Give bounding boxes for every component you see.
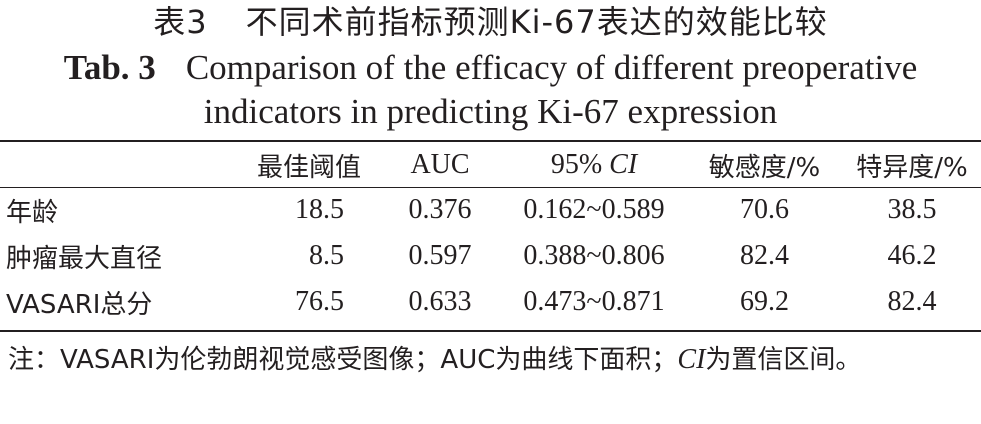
- header-sensitivity: 敏感度/%: [708, 152, 821, 183]
- cell-ci: 0.162~0.589: [523, 194, 665, 225]
- cell-sensitivity: 69.2: [740, 286, 789, 317]
- table-row: 年龄 18.5 0.376 0.162~0.589 70.6 38.5: [0, 187, 981, 233]
- header-specificity: 特异度/%: [856, 152, 968, 183]
- header-ci-italic: CI: [609, 149, 638, 180]
- cell-auc: 0.633: [408, 286, 472, 317]
- header-ci: 95% CI: [496, 143, 692, 187]
- footnote-ci-italic: CI: [677, 344, 706, 375]
- row-label: VASARI总分: [6, 289, 153, 320]
- header-ci-prefix: 95%: [550, 149, 603, 180]
- table-number-chinese: 表3: [153, 3, 208, 41]
- cell-threshold: 18.5: [295, 194, 344, 225]
- cell-auc: 0.376: [408, 194, 472, 225]
- cell-specificity: 46.2: [887, 240, 937, 271]
- header-threshold: 最佳阈值: [256, 152, 361, 183]
- table-header-row: 最佳阈值 AUC 95% CI 敏感度/% 特异度/%: [0, 143, 981, 187]
- table-row: 肿瘤最大直径 8.5 0.597 0.388~0.806 82.4 46.2: [0, 233, 981, 279]
- table-title-english: Tab. 3 Comparison of the efficacy of diff…: [0, 46, 981, 134]
- table-bottom-rule: [0, 330, 981, 332]
- cell-sensitivity: 82.4: [740, 240, 789, 271]
- table-title-chinese: 表3 不同术前指标预测Ki-67表达的效能比较: [0, 2, 981, 42]
- header-label: [0, 143, 234, 187]
- table-title-chinese-text: 不同术前指标预测Ki-67表达的效能比较: [245, 3, 828, 41]
- cell-ci: 0.388~0.806: [523, 240, 665, 271]
- table-title-english-line1: Tab. 3 Comparison of the efficacy of diff…: [0, 46, 981, 90]
- header-auc: AUC: [410, 149, 470, 180]
- table-top-rule: [0, 140, 981, 142]
- cell-threshold: 76.5: [295, 286, 344, 317]
- footnote-part2: 为置信区间。: [705, 345, 862, 375]
- table-title-english-text1: Comparison of the efficacy of different …: [185, 48, 918, 87]
- table-number-english: Tab. 3: [63, 48, 156, 87]
- cell-auc: 0.597: [408, 240, 472, 271]
- table-header-rule: [0, 187, 981, 188]
- cell-specificity: 82.4: [887, 286, 937, 317]
- cell-ci: 0.473~0.871: [523, 286, 665, 317]
- cell-threshold: 8.5: [309, 240, 344, 271]
- table-row: VASARI总分 76.5 0.633 0.473~0.871 69.2 82.…: [0, 279, 981, 325]
- footnote-part1: 注：VASARI为伦勃朗视觉感受图像；AUC为曲线下面积；: [8, 345, 678, 375]
- row-label: 肿瘤最大直径: [6, 243, 163, 274]
- table-title-english-line2: indicators in predicting Ki-67 expressio…: [203, 92, 778, 131]
- cell-specificity: 38.5: [887, 194, 937, 225]
- table-footnote: 注：VASARI为伦勃朗视觉感受图像；AUC为曲线下面积；CI为置信区间。: [8, 341, 976, 379]
- cell-sensitivity: 70.6: [740, 194, 789, 225]
- row-label: 年龄: [6, 197, 59, 228]
- results-table: 最佳阈值 AUC 95% CI 敏感度/% 特异度/% 年龄 18.5 0.37…: [0, 143, 981, 325]
